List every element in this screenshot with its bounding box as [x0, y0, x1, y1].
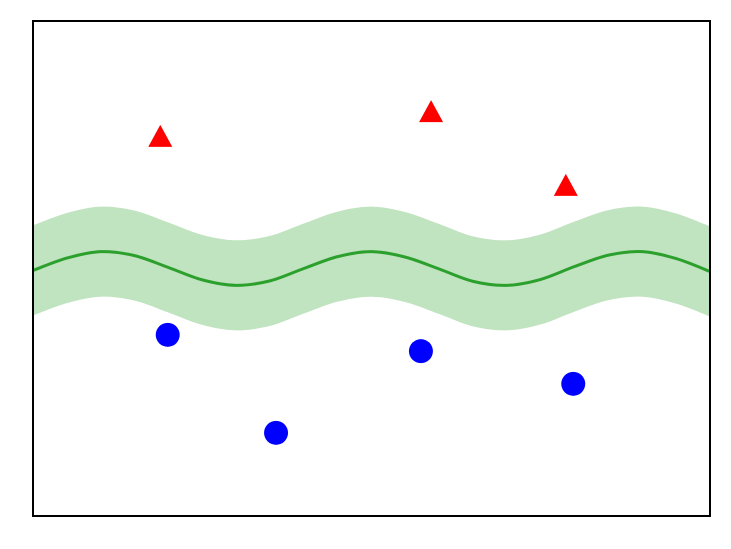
margin-band: [33, 206, 710, 331]
decision-boundary: [33, 250, 710, 287]
frame: [32, 20, 711, 517]
circle-point: [264, 420, 289, 445]
circle-point: [155, 322, 180, 347]
triangle-point: [419, 100, 444, 123]
circle-point: [408, 339, 433, 364]
circle-point: [561, 371, 586, 396]
triangle-point: [553, 173, 578, 196]
plot-area: [33, 206, 710, 331]
triangle-point: [148, 124, 173, 147]
